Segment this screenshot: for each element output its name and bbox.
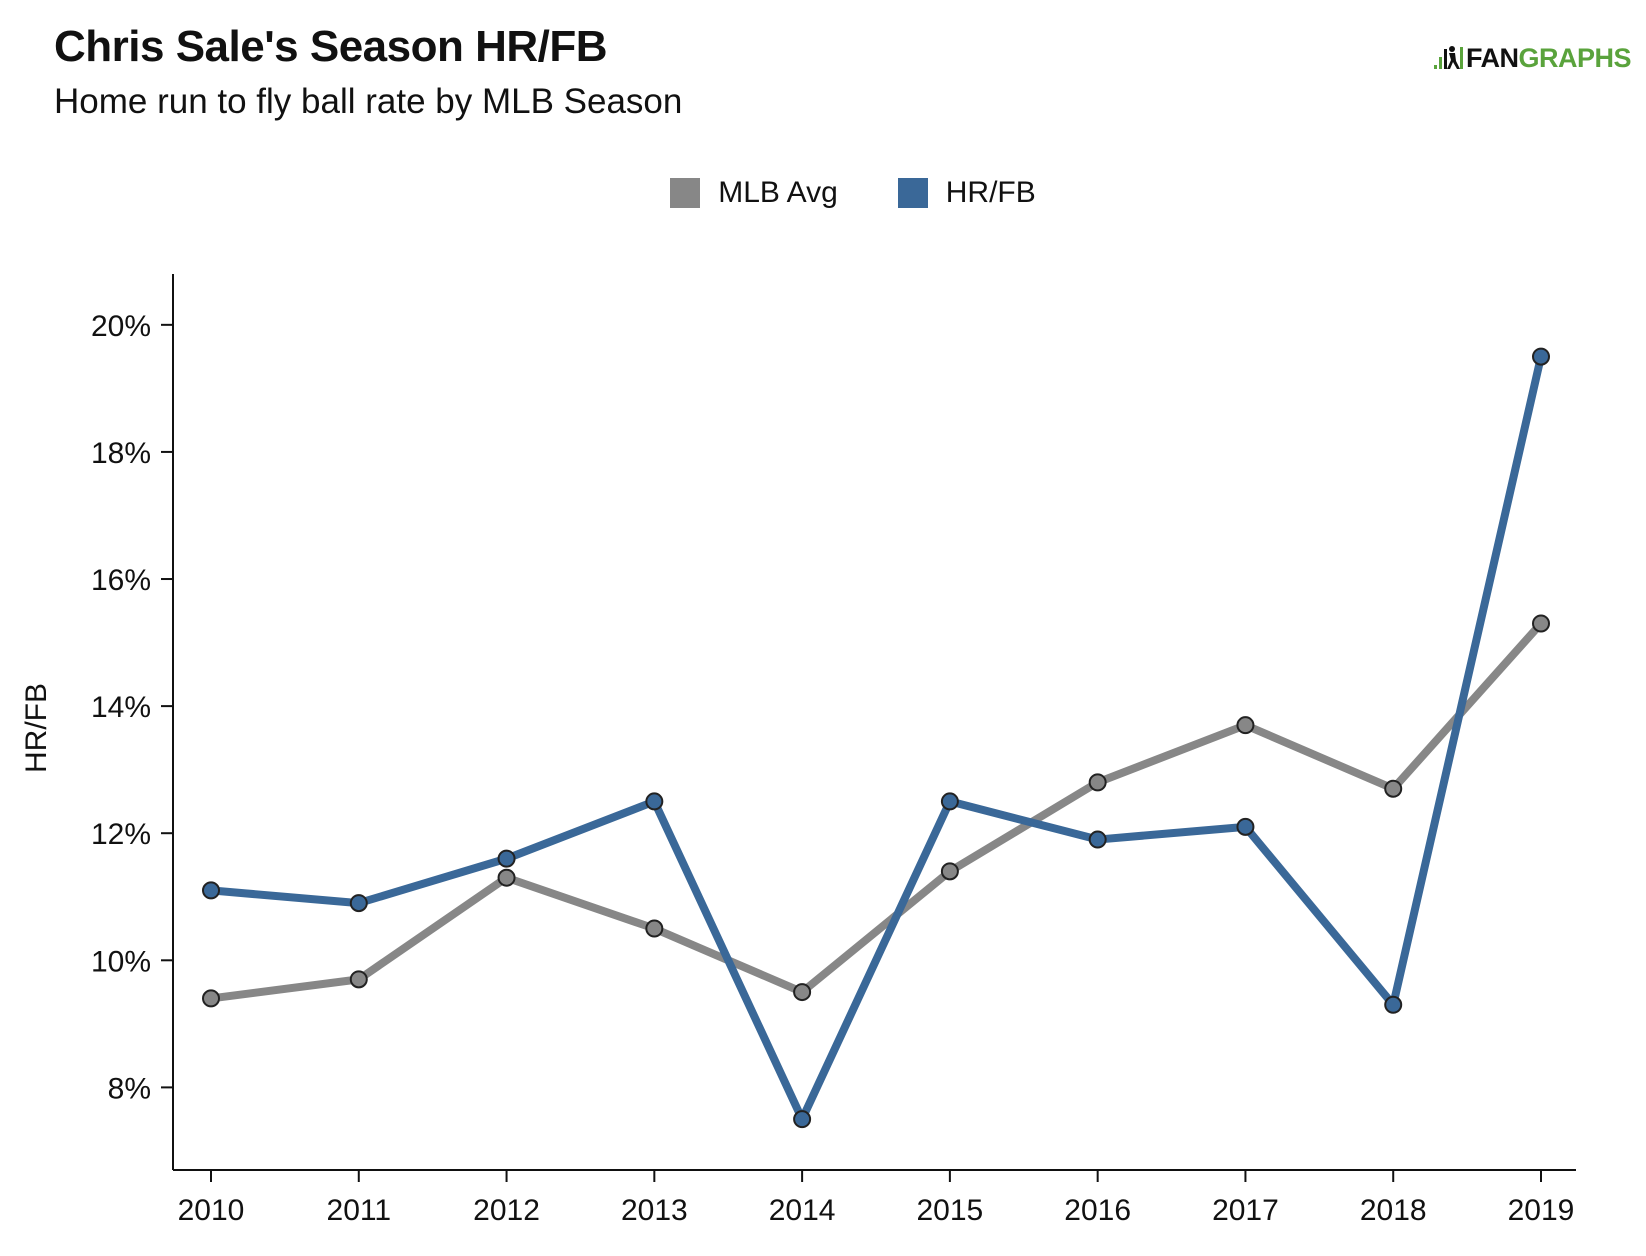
data-point-hr-fb-2010[interactable] — [202, 881, 220, 900]
chart-subtitle: Home run to fly ball rate by MLB Season — [54, 82, 683, 121]
legend-item-mlb-avg[interactable]: MLB Avg — [670, 176, 838, 210]
x-tick-label: 2014 — [769, 1194, 836, 1227]
y-axis-label: HR/FB — [20, 683, 53, 773]
y-tick-label: 16% — [91, 564, 151, 597]
x-tick-label: 2010 — [178, 1194, 245, 1227]
y-tick-label: 20% — [91, 310, 151, 343]
data-point-hr-fb-2012[interactable] — [497, 849, 516, 868]
x-tick-label: 2011 — [327, 1194, 392, 1227]
legend-item-hr-fb[interactable]: HR/FB — [897, 176, 1036, 210]
logo-text-graphs: GRAPHS — [1518, 42, 1632, 73]
data-point-hr-fb-2016[interactable] — [1088, 830, 1107, 849]
legend-label-mlb-avg: MLB Avg — [718, 176, 838, 209]
data-point-hr-fb-2015[interactable] — [940, 792, 959, 811]
data-point-mlb-avg-2016[interactable] — [1088, 773, 1107, 792]
fangraphs-logo-icon — [1434, 46, 1463, 69]
data-point-mlb-avg-2015[interactable] — [940, 862, 959, 881]
data-point-mlb-avg-2013[interactable] — [645, 919, 664, 938]
y-tick-label: 10% — [91, 945, 151, 978]
data-point-hr-fb-2018[interactable] — [1384, 995, 1403, 1014]
series-line-mlb-avg — [207, 619, 1545, 1003]
legend-swatch-hr-fb — [897, 178, 928, 208]
chart-points — [202, 347, 1550, 1129]
chart-axes: 8% 10% 12% 14% 16% 18% 20% 2010 2011 2012 2013 2014… — [20, 274, 1576, 1227]
data-point-mlb-avg-2019[interactable] — [1532, 614, 1550, 633]
y-tick-label: 8% — [108, 1072, 151, 1105]
data-point-mlb-avg-2018[interactable] — [1384, 779, 1403, 798]
x-tick-label: 2012 — [473, 1194, 540, 1227]
fangraphs-logo: FAN GRAPHS — [1434, 42, 1632, 74]
data-point-mlb-avg-2011[interactable] — [349, 970, 368, 989]
x-tick-label: 2016 — [1064, 1194, 1131, 1227]
legend-swatch-mlb-avg — [670, 178, 701, 208]
data-point-hr-fb-2017[interactable] — [1236, 817, 1255, 836]
series-line-hr-fb — [207, 352, 1545, 1124]
data-point-mlb-avg-2010[interactable] — [202, 989, 220, 1008]
data-point-mlb-avg-2014[interactable] — [793, 983, 812, 1002]
x-tick-label: 2018 — [1360, 1194, 1427, 1227]
data-point-hr-fb-2011[interactable] — [349, 894, 368, 913]
chart-series — [207, 352, 1545, 1124]
y-tick-label: 12% — [91, 818, 151, 851]
y-tick-label: 18% — [91, 437, 151, 470]
x-tick-label: 2019 — [1508, 1194, 1575, 1227]
x-tick-label: 2017 — [1212, 1194, 1279, 1227]
logo-text-fan: FAN — [1466, 42, 1519, 73]
data-point-hr-fb-2013[interactable] — [645, 792, 664, 811]
data-point-hr-fb-2014[interactable] — [793, 1110, 812, 1129]
data-point-mlb-avg-2017[interactable] — [1236, 716, 1255, 735]
y-tick-label: 14% — [91, 691, 151, 724]
chart-title: Chris Sale's Season HR/FB — [54, 22, 608, 71]
x-tick-label: 2013 — [621, 1194, 688, 1227]
x-tick-label: 2015 — [917, 1194, 984, 1227]
legend: MLB Avg HR/FB — [0, 176, 1646, 210]
legend-label-hr-fb: HR/FB — [945, 176, 1036, 209]
data-point-hr-fb-2019[interactable] — [1532, 347, 1550, 366]
data-point-mlb-avg-2012[interactable] — [497, 868, 516, 887]
